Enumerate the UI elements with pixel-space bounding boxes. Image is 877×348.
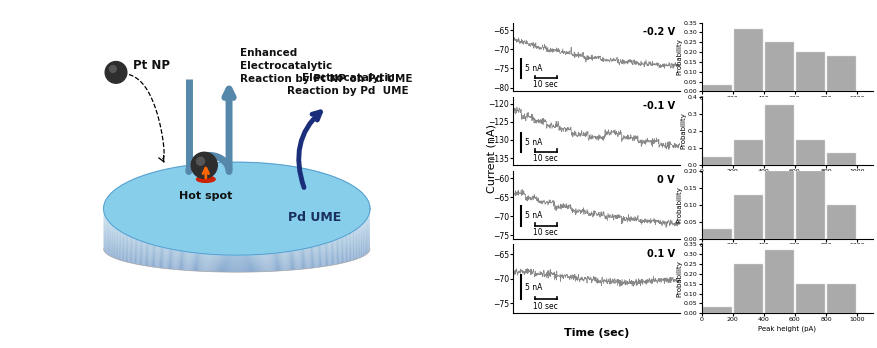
Bar xyxy=(765,42,794,92)
Text: 5 nA: 5 nA xyxy=(525,138,543,147)
Polygon shape xyxy=(103,217,370,241)
Polygon shape xyxy=(103,228,370,252)
Polygon shape xyxy=(103,241,370,265)
Text: 10 sec: 10 sec xyxy=(533,228,558,237)
Bar xyxy=(765,105,794,165)
Polygon shape xyxy=(103,218,370,242)
Circle shape xyxy=(105,62,127,83)
Text: Hot spot: Hot spot xyxy=(179,191,232,201)
Polygon shape xyxy=(103,230,370,254)
Polygon shape xyxy=(103,215,370,239)
Polygon shape xyxy=(103,209,370,233)
X-axis label: Peak height (pA): Peak height (pA) xyxy=(758,177,816,184)
Polygon shape xyxy=(103,212,370,236)
Bar xyxy=(702,229,731,239)
Y-axis label: Probability: Probability xyxy=(676,260,682,297)
Bar xyxy=(796,171,824,239)
Bar xyxy=(796,284,824,313)
Text: Pt NP: Pt NP xyxy=(133,59,170,72)
Bar xyxy=(796,140,824,165)
Polygon shape xyxy=(103,245,370,269)
Bar xyxy=(827,56,856,92)
Polygon shape xyxy=(103,235,370,259)
Text: 5 nA: 5 nA xyxy=(525,212,543,221)
Polygon shape xyxy=(103,216,370,240)
Ellipse shape xyxy=(103,162,370,255)
Bar xyxy=(734,264,763,313)
Polygon shape xyxy=(103,222,370,246)
Text: -0.2 V: -0.2 V xyxy=(643,27,674,38)
Text: Electrocatalytic
Reaction by Pd  UME: Electrocatalytic Reaction by Pd UME xyxy=(288,73,409,96)
Polygon shape xyxy=(103,211,370,235)
Polygon shape xyxy=(103,223,370,247)
Bar xyxy=(827,205,856,239)
Polygon shape xyxy=(103,232,370,256)
Text: 0.1 V: 0.1 V xyxy=(646,249,674,259)
Circle shape xyxy=(196,157,204,165)
Polygon shape xyxy=(103,224,370,248)
Bar xyxy=(734,195,763,239)
Y-axis label: Probability: Probability xyxy=(681,112,686,149)
Polygon shape xyxy=(103,219,370,243)
Text: 5 nA: 5 nA xyxy=(525,283,543,292)
Polygon shape xyxy=(103,243,370,267)
Text: -0.1 V: -0.1 V xyxy=(643,101,674,111)
Polygon shape xyxy=(103,239,370,263)
Polygon shape xyxy=(103,220,370,244)
Text: 10 sec: 10 sec xyxy=(533,302,558,311)
Polygon shape xyxy=(103,244,370,268)
Bar xyxy=(765,171,794,239)
X-axis label: Peak height (pA): Peak height (pA) xyxy=(758,103,816,110)
Polygon shape xyxy=(103,213,370,237)
Polygon shape xyxy=(103,246,370,270)
Circle shape xyxy=(191,152,217,178)
Circle shape xyxy=(110,65,117,72)
Polygon shape xyxy=(103,236,370,260)
Bar xyxy=(702,86,731,92)
Polygon shape xyxy=(103,209,370,234)
Y-axis label: Probability: Probability xyxy=(676,39,682,76)
Bar xyxy=(827,153,856,165)
Text: 0 V: 0 V xyxy=(657,175,674,185)
Text: 5 nA: 5 nA xyxy=(525,64,543,73)
Polygon shape xyxy=(103,238,370,262)
Bar xyxy=(702,307,731,313)
X-axis label: Peak height (pA): Peak height (pA) xyxy=(758,251,816,258)
Y-axis label: Probability: Probability xyxy=(676,187,682,223)
Ellipse shape xyxy=(196,176,215,182)
Bar xyxy=(734,29,763,92)
Bar xyxy=(827,284,856,313)
Bar xyxy=(796,52,824,92)
Text: Current (nA): Current (nA) xyxy=(486,124,496,193)
Polygon shape xyxy=(103,240,370,264)
Text: Pd UME: Pd UME xyxy=(288,212,341,224)
Bar xyxy=(765,250,794,313)
Polygon shape xyxy=(103,221,370,245)
Bar xyxy=(734,140,763,165)
Polygon shape xyxy=(103,242,370,266)
Text: Time (sec): Time (sec) xyxy=(564,327,629,338)
Polygon shape xyxy=(103,225,370,249)
Polygon shape xyxy=(103,227,370,251)
Polygon shape xyxy=(103,229,370,253)
Polygon shape xyxy=(103,247,370,271)
Bar xyxy=(702,157,731,165)
Polygon shape xyxy=(103,214,370,238)
Polygon shape xyxy=(103,233,370,257)
Text: 10 sec: 10 sec xyxy=(533,154,558,163)
X-axis label: Peak height (pA): Peak height (pA) xyxy=(758,325,816,332)
Polygon shape xyxy=(103,237,370,261)
Text: Enhanced
Electrocatalytic
Reaction by Pt NP on Pd UME: Enhanced Electrocatalytic Reaction by Pt… xyxy=(240,48,412,84)
Polygon shape xyxy=(103,226,370,250)
Polygon shape xyxy=(103,248,370,272)
Text: 10 sec: 10 sec xyxy=(533,80,558,89)
Polygon shape xyxy=(103,231,370,255)
Polygon shape xyxy=(103,234,370,258)
